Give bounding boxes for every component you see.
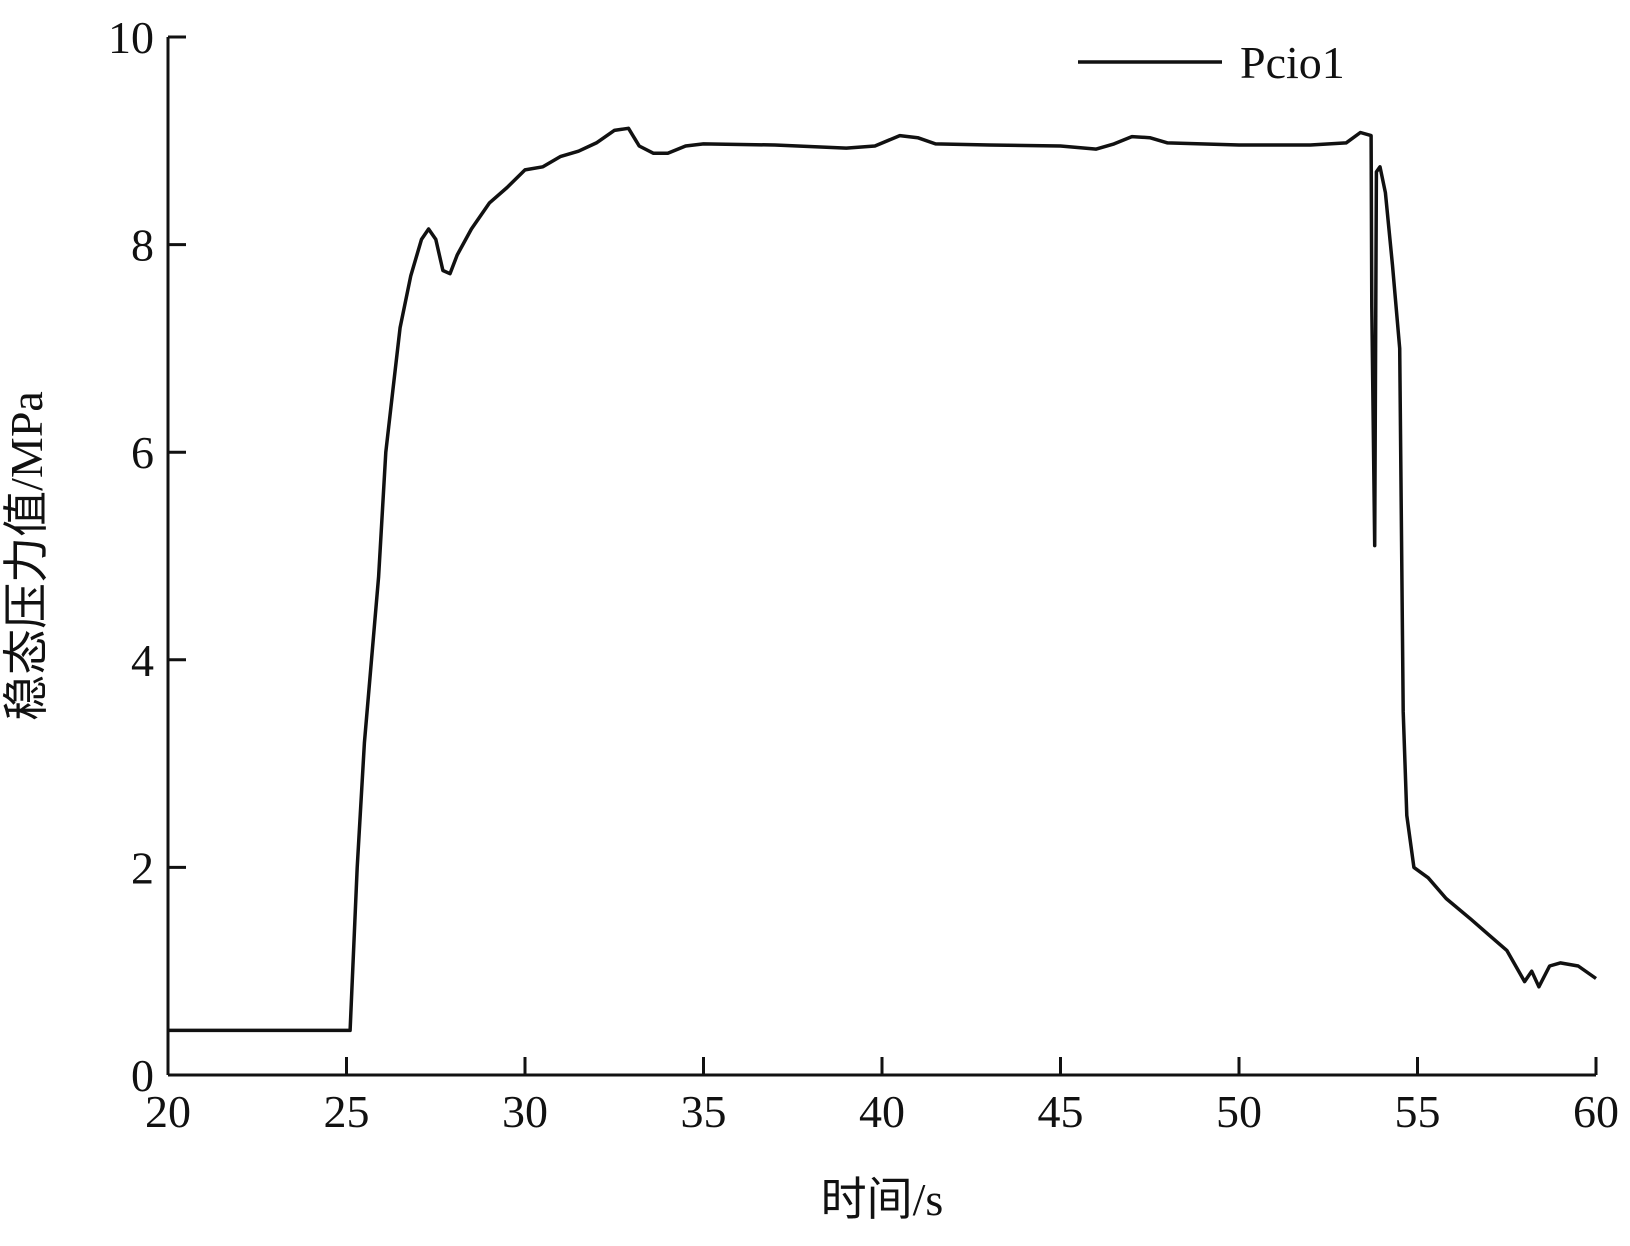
x-tick-label: 35 bbox=[681, 1086, 727, 1137]
x-tick-label: 60 bbox=[1573, 1086, 1619, 1137]
y-tick-label: 2 bbox=[131, 842, 154, 893]
x-tick-label: 40 bbox=[859, 1086, 905, 1137]
x-tick-label: 45 bbox=[1038, 1086, 1084, 1137]
y-axis-label: 稳态压力值/MPa bbox=[1, 391, 52, 721]
x-tick-label: 30 bbox=[502, 1086, 548, 1137]
x-tick-label: 55 bbox=[1395, 1086, 1441, 1137]
x-axis-label: 时间/s bbox=[821, 1174, 944, 1225]
y-tick-label: 4 bbox=[131, 635, 154, 686]
data-line bbox=[168, 126, 1598, 1033]
y-tick-label: 6 bbox=[131, 427, 154, 478]
legend-label: Pcio1 bbox=[1240, 37, 1345, 88]
x-tick-label: 25 bbox=[324, 1086, 370, 1137]
x-tick-label: 20 bbox=[145, 1086, 191, 1137]
y-tick-label: 10 bbox=[108, 12, 154, 63]
y-tick-label: 8 bbox=[131, 220, 154, 271]
x-tick-label: 50 bbox=[1216, 1086, 1262, 1137]
y-tick-label: 0 bbox=[131, 1050, 154, 1101]
